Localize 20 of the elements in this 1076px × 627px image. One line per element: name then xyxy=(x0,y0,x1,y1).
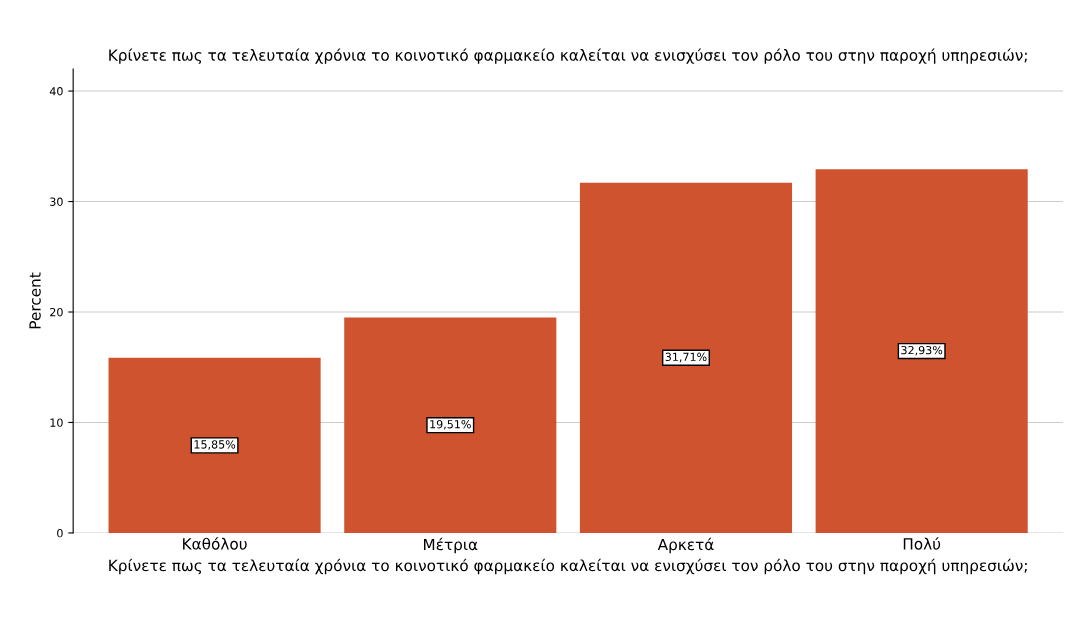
x-tick-label: Αρκετά xyxy=(657,537,714,554)
data-label: 19,51% xyxy=(430,420,471,430)
y-tick-label: 40 xyxy=(49,87,63,96)
bar xyxy=(108,357,321,533)
bar xyxy=(815,169,1028,533)
y-tick-label: 20 xyxy=(50,307,63,317)
y-tick-label: 30 xyxy=(50,197,63,206)
x-axis-title: Κρίνετε πως τα τελευταία χρόνια το κοινοτικό φαρμακείο καλείται να ενισχύσει τον ρόλο του στην παροχή υπηρεσιών; xyxy=(109,558,1027,575)
bar xyxy=(344,317,557,533)
x-tick-label: Καθόλου xyxy=(183,537,247,550)
data-label: 15,85% xyxy=(194,440,236,450)
chart-title: Κρίνετε πως τα τελευταία χρόνια το κοινοτικό φαρμακείο καλείται να ενισχύσει τον ρόλο του στην παροχή υπηρεσιών; xyxy=(109,48,1027,64)
y-axis-title: Percent xyxy=(29,272,41,329)
data-label: 31,71% xyxy=(665,352,707,363)
x-tick-label: Μέτρια xyxy=(423,537,478,554)
x-tick-label: Πολύ xyxy=(903,537,941,550)
bar xyxy=(579,182,793,533)
y-tick-label: 0 xyxy=(57,528,63,538)
data-label: 32,93% xyxy=(901,345,943,356)
y-tick-label: 10 xyxy=(50,418,63,427)
